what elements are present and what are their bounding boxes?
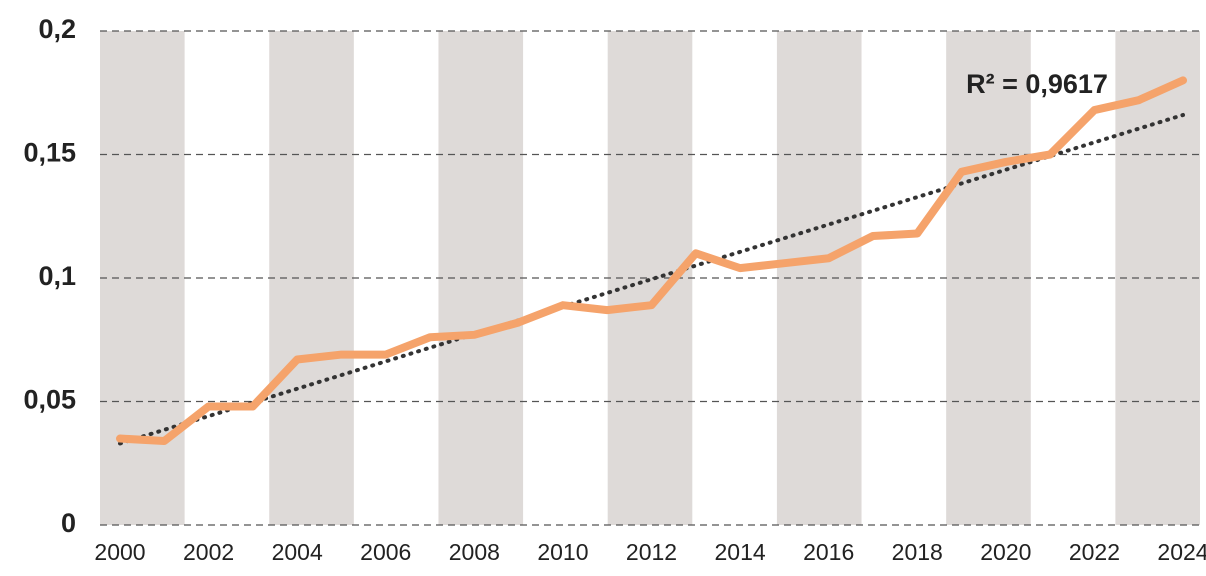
x-tick-label: 2018 (892, 539, 943, 565)
x-tick-label: 2014 (714, 539, 765, 565)
y-tick-label: 0,15 (23, 138, 76, 168)
x-tick-label: 2020 (980, 539, 1031, 565)
y-tick-label: 0 (61, 508, 76, 538)
y-tick-label: 0,05 (23, 385, 76, 415)
x-tick-label: 2022 (1069, 539, 1120, 565)
line-series (116, 76, 1187, 446)
x-tick-label: 2006 (360, 539, 411, 565)
x-tick-label: 2024 (1157, 539, 1206, 565)
x-tick-label: 2000 (94, 539, 145, 565)
bands (100, 31, 1200, 525)
x-tick-label: 2012 (626, 539, 677, 565)
x-tick-label: 2008 (449, 539, 500, 565)
trendline (118, 112, 1185, 446)
annotation: R² = 0,9617 (966, 69, 1108, 99)
x-tick-label: 2004 (272, 539, 323, 565)
y-tick-label: 0,1 (38, 261, 76, 291)
y-tick-label: 0,2 (38, 14, 76, 44)
x-tick-label: 2002 (183, 539, 234, 565)
x-tick-label: 2010 (537, 539, 588, 565)
x-tick-label: 2016 (803, 539, 854, 565)
